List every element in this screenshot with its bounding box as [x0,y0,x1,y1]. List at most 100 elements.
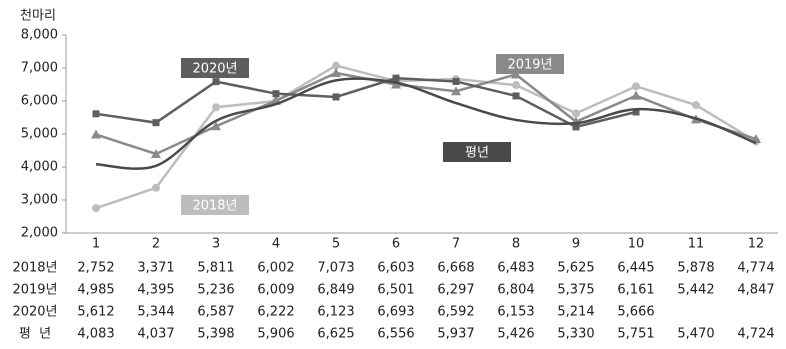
table-cell: 4,847 [737,283,774,298]
table-row-label: 2020년 [12,305,57,320]
table-cell: 6,123 [317,305,354,320]
series-line [95,76,637,129]
x-tick-label: 8 [512,237,520,252]
table-cell: 6,153 [497,305,534,320]
table-cell: 5,612 [77,305,114,320]
x-tick-label: 4 [272,237,280,252]
series-label-box [181,195,249,215]
table-cell: 4,985 [77,283,114,298]
marker [631,90,641,100]
table-cell: 4,724 [737,327,774,342]
table-cell: 5,666 [617,305,654,320]
table-cell: 6,483 [497,261,534,276]
marker [692,101,700,110]
series-label: 2018년 [192,199,237,214]
table-cell: 5,398 [197,327,234,342]
marker [211,121,221,131]
y-tick-label: 6,000 [21,94,58,109]
marker [91,129,101,139]
table-row-label: 2018년 [12,261,57,276]
x-tick-label: 7 [452,237,460,252]
x-tick-label: 5 [332,237,340,252]
table-cell: 5,751 [617,327,654,342]
marker [152,183,160,192]
table-cell: 4,037 [137,327,174,342]
table-cell: 5,811 [197,261,234,276]
marker [632,82,640,91]
table-cell: 7,073 [317,261,354,276]
series-line [95,77,757,170]
series-label: 평년 [465,146,489,161]
marker [391,79,401,89]
marker [572,109,580,118]
marker [572,123,580,131]
table-cell: 4,395 [137,283,174,298]
table-cell: 6,222 [257,305,294,320]
x-tick-label: 9 [572,237,580,252]
table-cell: 6,297 [437,283,474,298]
table-cell: 5,375 [557,283,594,298]
table-cell: 6,587 [197,305,234,320]
table-cell: 6,556 [377,327,414,342]
y-tick-label: 2,000 [21,226,58,241]
table-cell: 6,501 [377,283,414,298]
marker [512,81,520,90]
table-cell: 5,426 [497,327,534,342]
table-cell: 6,161 [617,283,654,298]
table-cell: 5,878 [677,261,714,276]
table-cell: 6,002 [257,261,294,276]
marker [632,108,640,116]
table-cell: 6,668 [437,261,474,276]
marker [212,103,220,112]
marker [451,86,461,96]
table-cell: 6,625 [317,327,354,342]
marker [152,119,160,127]
x-tick-label: 1 [92,237,100,252]
x-tick-label: 2 [152,237,160,252]
marker [332,61,340,70]
marker [212,78,220,86]
marker [331,67,341,77]
series-label: 2020년 [192,62,237,77]
table-cell: 5,937 [437,327,474,342]
table-row-label: 평 년 [19,327,51,342]
marker [512,92,520,100]
series-label: 2019년 [507,58,552,73]
x-tick-label: 6 [392,237,400,252]
x-tick-label: 10 [628,237,645,252]
y-axis-label: 천마리 [20,9,56,24]
table-cell: 6,009 [257,283,294,298]
table-cell: 6,849 [317,283,354,298]
marker [92,110,100,118]
y-tick-label: 3,000 [21,193,58,208]
series-line [95,71,757,156]
marker [92,204,100,213]
table-cell: 5,625 [557,261,594,276]
table-row-label: 2019년 [12,283,57,298]
table-cell: 5,906 [257,327,294,342]
marker [332,93,340,101]
x-tick-label: 3 [212,237,220,252]
table-cell: 5,236 [197,283,234,298]
table-cell: 4,083 [77,327,114,342]
series-label-box [496,54,564,74]
marker [272,90,280,98]
table-cell: 5,344 [137,305,174,320]
table-cell: 6,603 [377,261,414,276]
marker [392,74,400,82]
y-tick-label: 5,000 [21,127,58,142]
y-tick-label: 8,000 [21,28,58,43]
table-cell: 6,693 [377,305,414,320]
series-label-box [181,58,249,78]
table-cell: 6,592 [437,305,474,320]
y-tick-label: 7,000 [21,61,58,76]
table-cell: 4,774 [737,261,774,276]
x-tick-label: 11 [688,237,705,252]
table-cell: 3,371 [137,261,174,276]
table-cell: 2,752 [77,261,114,276]
series-label-box [443,142,511,162]
table-cell: 5,330 [557,327,594,342]
marker [151,148,161,158]
x-tick-label: 12 [748,237,765,252]
